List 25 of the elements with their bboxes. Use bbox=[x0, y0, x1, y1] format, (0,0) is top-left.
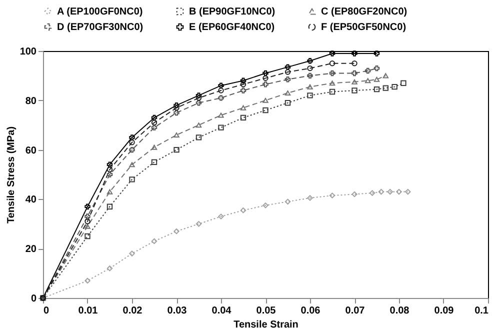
y-axis-title: Tensile Stress (MPa) bbox=[6, 126, 17, 224]
x-tick-label: 0.03 bbox=[167, 306, 188, 316]
legend-label: F (EP50GF50NC0) bbox=[321, 22, 406, 33]
y-tick-label: 40 bbox=[25, 194, 37, 206]
legend-label: C (EP80GF20NC0) bbox=[321, 6, 408, 18]
legend-label: A (EP100GF0NC0) bbox=[57, 6, 143, 18]
x-tick-label: 0.01 bbox=[78, 306, 98, 316]
x-tick-label: 0.08 bbox=[390, 306, 410, 316]
y-tick-label: 80 bbox=[25, 96, 37, 107]
x-tick-label: 0.07 bbox=[345, 306, 366, 316]
x-tick-label: 0.02 bbox=[122, 306, 143, 316]
legend-label: B (EP90GF10NC0) bbox=[189, 6, 276, 18]
x-axis-title: Tensile Strain bbox=[234, 320, 298, 328]
y-tick-label: 60 bbox=[25, 145, 37, 156]
y-tick-label: 20 bbox=[25, 244, 37, 256]
x-tick-label: 0.04 bbox=[212, 306, 232, 316]
legend-label: E (EP60GF40NC0) bbox=[189, 22, 275, 33]
x-tick-label: 0.09 bbox=[434, 306, 454, 316]
x-tick-label: 0.06 bbox=[300, 306, 321, 316]
x-tick-label: 0 bbox=[44, 306, 50, 316]
x-tick-label: 0.05 bbox=[256, 306, 276, 316]
x-tick-label: 0.1 bbox=[474, 306, 489, 316]
y-tick-label: 100 bbox=[20, 46, 37, 58]
y-tick-label: 0 bbox=[30, 294, 37, 304]
legend-label: D (EP70GF30NC0) bbox=[57, 22, 144, 33]
